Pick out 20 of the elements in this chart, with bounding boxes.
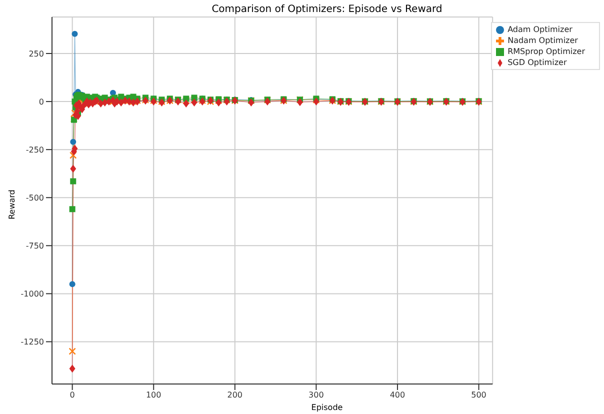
legend-label: SGD Optimizer	[508, 58, 567, 67]
y-axis-title: Reward	[8, 188, 16, 222]
y-tick-label: -250	[26, 145, 44, 154]
y-tick-label: 250	[28, 49, 44, 58]
legend-label: Adam Optimizer	[508, 25, 572, 34]
y-tick-label: -1250	[20, 338, 44, 347]
legend-label: Nadam Optimizer	[508, 36, 578, 45]
x-tick-label: 500	[471, 390, 486, 400]
y-tick-label: -1000	[20, 290, 44, 299]
legend-label: RMSprop Optimizer	[508, 47, 585, 56]
x-tick-label: 300	[308, 390, 324, 400]
y-tick-label: -750	[26, 241, 44, 250]
y-tick-label: -500	[26, 193, 44, 202]
x-tick-label: 0	[70, 390, 75, 400]
x-tick-label: 200	[227, 390, 243, 400]
x-tick-label: 400	[390, 390, 406, 400]
x-tick-label: 100	[146, 390, 162, 400]
chart-title: Comparison of Optimizers: Episode vs Reward	[210, 4, 444, 15]
x-axis-title: Episode	[310, 403, 344, 412]
y-tick-label: 0	[38, 97, 44, 106]
